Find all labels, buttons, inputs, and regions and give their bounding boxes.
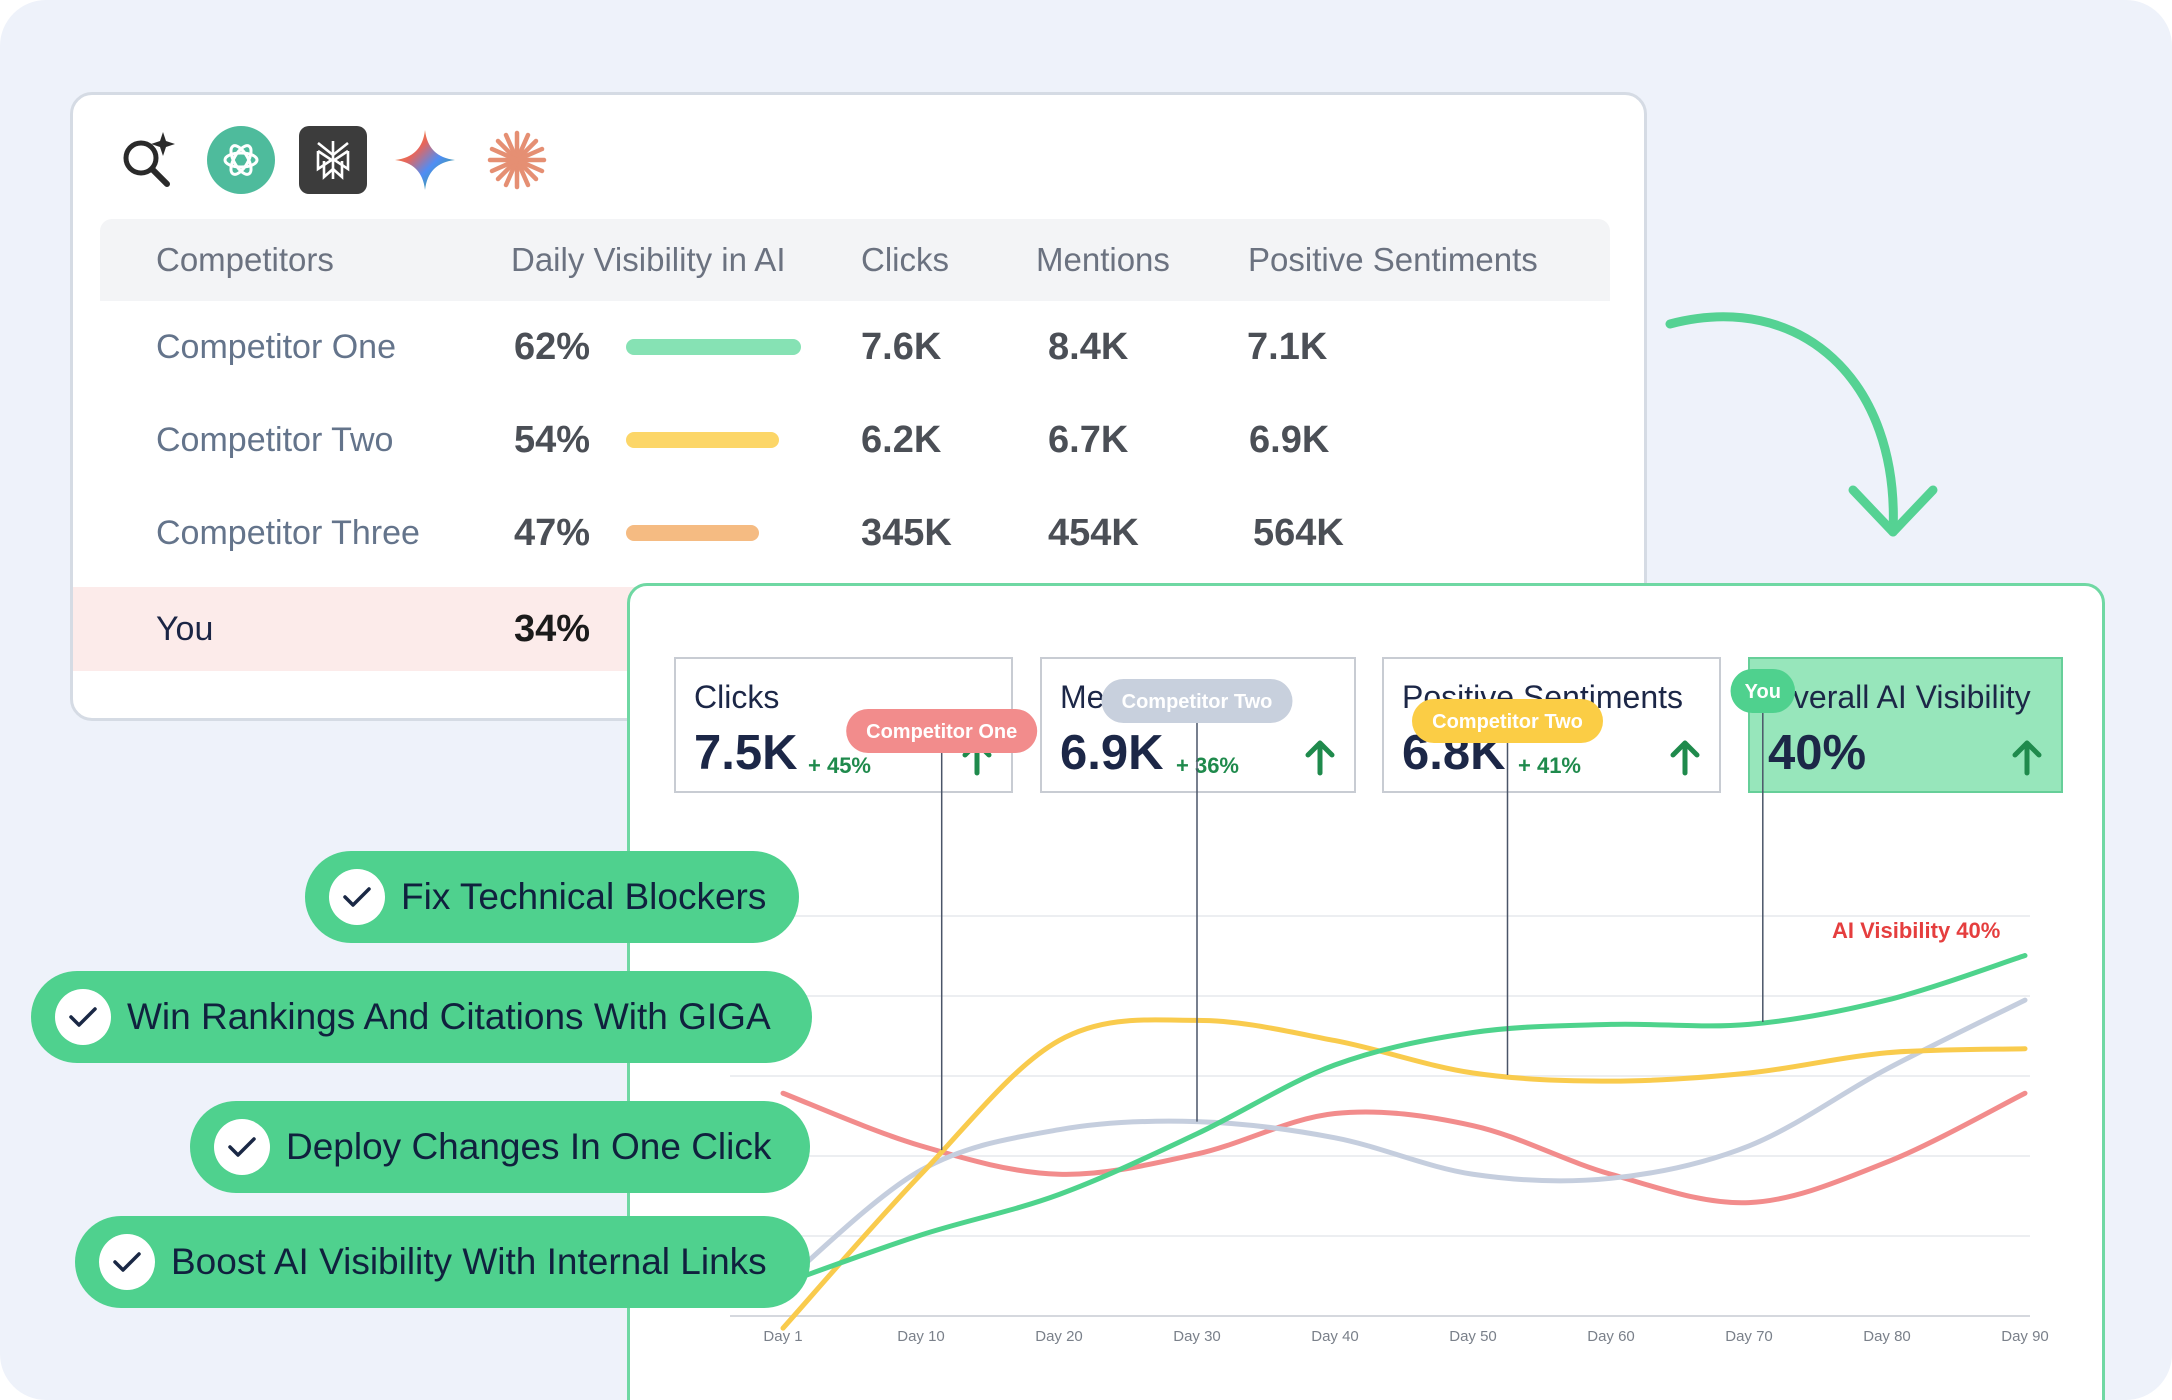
- ai-search-icon[interactable]: [115, 126, 183, 194]
- sentiments-value: 6.9K: [1249, 419, 1330, 461]
- check-icon: [214, 1119, 270, 1175]
- series-line: [780, 1017, 2028, 1331]
- annotation-pill: [1730, 669, 1796, 713]
- arrow-up-icon: [1305, 740, 1335, 776]
- curved-arrow-icon: [1665, 312, 1938, 537]
- metric-delta: + 45%: [808, 753, 871, 778]
- header-competitors[interactable]: Competitors: [156, 241, 334, 278]
- metric-label: Clicks: [694, 679, 780, 715]
- visibility-value: 62%: [514, 326, 591, 368]
- clicks-value: 345K: [861, 512, 952, 554]
- annotation-pill: [846, 709, 1038, 753]
- arrow-up-icon: [2012, 740, 2042, 776]
- clicks-value: 6.2K: [861, 419, 942, 461]
- x-tick-label: Day 70: [1725, 1328, 1773, 1345]
- chatgpt-icon[interactable]: [207, 126, 275, 194]
- annotation-label: Competitor One: [866, 721, 1017, 743]
- table-row[interactable]: Competitor Two 54% 6.2K 6.7K 6.9K: [73, 398, 1644, 482]
- sentiments-value: 7.1K: [1247, 326, 1328, 368]
- ai-engine-icons: [115, 125, 575, 195]
- x-tick-label: Day 10: [897, 1328, 945, 1345]
- competitor-name: Competitor Two: [156, 421, 394, 459]
- feature-pill[interactable]: Deploy Changes In One Click: [190, 1101, 810, 1193]
- arrow-up-icon: [1670, 740, 1700, 776]
- ai-visibility-callout: AI Visibility 40%: [1832, 918, 2000, 943]
- x-tick-label: Day 30: [1173, 1328, 1221, 1345]
- metric-value: 40%: [1768, 726, 1867, 780]
- header-clicks[interactable]: Clicks: [861, 241, 949, 278]
- mentions-value: 6.7K: [1048, 419, 1129, 461]
- visibility-value: 47%: [514, 512, 591, 554]
- x-tick-label: Day 1: [763, 1328, 802, 1345]
- feature-label: Win Rankings And Citations With GIGA: [127, 996, 771, 1037]
- series-line: [780, 1090, 2028, 1206]
- visibility-bar: [626, 525, 759, 541]
- metric-label: Overall AI Visibility: [1768, 679, 2031, 715]
- clicks-value: 7.6K: [861, 326, 942, 368]
- feature-label: Fix Technical Blockers: [401, 876, 767, 917]
- visibility-bar: [626, 432, 779, 448]
- annotation-label: Competitor Two: [1122, 691, 1273, 713]
- check-icon: [329, 869, 385, 925]
- x-tick-label: Day 20: [1035, 1328, 1083, 1345]
- series-line: [780, 997, 2028, 1287]
- x-tick-label: Day 80: [1863, 1328, 1911, 1345]
- x-tick-label: Day 90: [2001, 1328, 2049, 1345]
- x-tick-label: Day 50: [1449, 1328, 1497, 1345]
- metric-delta: + 41%: [1518, 753, 1581, 778]
- metric-value: 7.5K: [694, 726, 798, 780]
- visibility-value: 54%: [514, 419, 591, 461]
- metric-value: 6.9K: [1060, 726, 1164, 780]
- header-sentiments[interactable]: Positive Sentiments: [1248, 241, 1538, 278]
- header-mentions[interactable]: Mentions: [1036, 241, 1170, 278]
- check-icon: [99, 1234, 155, 1290]
- sentiments-value: 564K: [1253, 512, 1344, 554]
- dashboard-card: Clicks 7.5K + 45% Mentions 6.9K + 36% Po…: [627, 583, 2105, 1400]
- competitor-name: Competitor One: [156, 328, 396, 366]
- check-icon: [55, 989, 111, 1045]
- series-line: [780, 953, 2028, 1287]
- visibility-value: 34%: [514, 608, 591, 650]
- annotation-pill: [1412, 699, 1603, 743]
- feature-label: Deploy Changes In One Click: [286, 1126, 772, 1167]
- table-header: Competitors Daily Visibility in AI Click…: [100, 219, 1610, 301]
- annotation-pill: [1101, 679, 1293, 723]
- annotation-label: You: [1745, 681, 1781, 703]
- metric-delta: + 36%: [1176, 753, 1239, 778]
- feature-label: Boost AI Visibility With Internal Links: [171, 1241, 767, 1282]
- metric-overall-visibility[interactable]: Overall AI Visibility 40%: [1748, 657, 2063, 793]
- mentions-value: 8.4K: [1048, 326, 1129, 368]
- header-visibility[interactable]: Daily Visibility in AI: [511, 241, 786, 278]
- feature-pill[interactable]: Fix Technical Blockers: [305, 851, 799, 943]
- gemini-icon[interactable]: [391, 126, 459, 194]
- table-row[interactable]: Competitor Three 47% 345K 454K 564K: [73, 491, 1644, 575]
- feature-pill[interactable]: Win Rankings And Citations With GIGA: [31, 971, 812, 1063]
- competitor-name: Competitor Three: [156, 514, 420, 552]
- x-tick-label: Day 40: [1311, 1328, 1359, 1345]
- mentions-value: 454K: [1048, 512, 1139, 554]
- visibility-bar: [626, 339, 802, 355]
- feature-pill[interactable]: Boost AI Visibility With Internal Links: [75, 1216, 810, 1308]
- annotation-label: Competitor Two: [1432, 711, 1583, 733]
- competitor-name: You: [156, 610, 214, 648]
- visibility-line-chart: Day 1 Day 10 Day 20 Day 30 Day 40 Day 50 Day 6…: [730, 669, 2049, 1345]
- perplexity-icon[interactable]: [299, 126, 367, 194]
- table-row[interactable]: Competitor One 62% 7.6K 8.4K 7.1K: [73, 305, 1644, 389]
- x-tick-label: Day 60: [1587, 1328, 1635, 1345]
- claude-icon[interactable]: [483, 126, 551, 194]
